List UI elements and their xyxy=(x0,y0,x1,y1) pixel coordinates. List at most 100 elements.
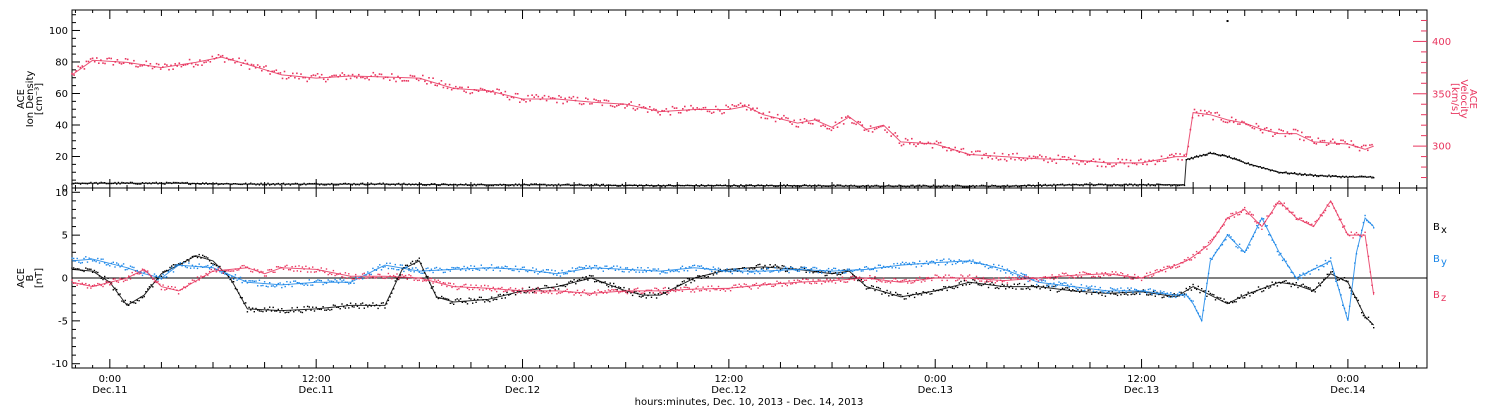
by-point xyxy=(606,265,608,267)
by-point xyxy=(97,257,99,260)
bz-point xyxy=(595,294,598,296)
density-point xyxy=(167,182,169,184)
bz-point xyxy=(539,289,541,292)
by-point xyxy=(833,267,835,269)
bx-point xyxy=(492,299,494,301)
bx-point xyxy=(566,283,568,286)
density-point xyxy=(1292,172,1294,175)
bz-point xyxy=(810,283,813,285)
by-point xyxy=(367,271,369,273)
bx-point xyxy=(506,291,508,294)
by-point xyxy=(1164,293,1167,295)
density-point xyxy=(1338,175,1340,178)
velocity-point xyxy=(263,66,265,68)
by-point xyxy=(294,280,297,282)
by-point xyxy=(219,271,221,273)
bx-point xyxy=(886,289,888,292)
density-point xyxy=(435,184,438,186)
bx-point xyxy=(267,308,269,311)
bx-point xyxy=(1361,312,1363,314)
bx-point xyxy=(1319,285,1322,287)
density-point xyxy=(1369,175,1371,178)
x-tick-date-label: Dec.13 xyxy=(918,385,953,396)
density-point xyxy=(915,185,917,187)
bz-point xyxy=(618,292,620,294)
by-point xyxy=(917,263,919,265)
density-point xyxy=(523,183,525,185)
bz-point xyxy=(477,286,479,289)
bx-point xyxy=(1120,294,1122,296)
bx-point xyxy=(329,309,331,311)
by-point xyxy=(269,282,271,284)
bx-point xyxy=(1178,295,1181,297)
bx-point xyxy=(100,277,102,279)
x-tick-date-label: Dec.13 xyxy=(1124,385,1159,396)
velocity-point xyxy=(240,64,242,66)
bx-point xyxy=(888,295,890,297)
density-point xyxy=(1195,155,1198,157)
velocity-point xyxy=(71,72,73,75)
density-point xyxy=(602,183,604,186)
by-point xyxy=(974,262,976,264)
bz-point xyxy=(764,282,766,284)
bz-point xyxy=(1164,270,1167,273)
by-point xyxy=(1242,250,1244,252)
by-point xyxy=(1147,288,1150,291)
velocity-point xyxy=(1117,158,1119,160)
bx-point xyxy=(932,289,935,291)
by-point xyxy=(243,280,245,282)
velocity-point xyxy=(300,73,302,75)
bz-point xyxy=(867,277,869,279)
bz-point xyxy=(245,266,247,268)
density-point xyxy=(1128,183,1131,185)
bz-point xyxy=(998,277,1000,279)
by-point xyxy=(638,271,641,273)
density-point xyxy=(109,182,111,185)
bz-point xyxy=(1293,214,1296,216)
bx-point xyxy=(78,268,80,270)
bx-point xyxy=(387,299,390,302)
bx-point xyxy=(97,271,99,274)
velocity-point xyxy=(1051,160,1053,162)
by-point xyxy=(1190,299,1193,302)
velocity-point xyxy=(1185,153,1188,155)
bx-point xyxy=(915,292,917,294)
bz-point xyxy=(322,270,324,272)
bx-point xyxy=(377,307,379,310)
bz-point xyxy=(845,281,847,283)
by-point xyxy=(86,261,89,263)
by-point xyxy=(265,285,267,287)
velocity-point xyxy=(345,78,348,81)
velocity-point xyxy=(1371,143,1373,146)
density-point xyxy=(404,183,407,186)
by-point xyxy=(920,265,923,267)
by-point xyxy=(619,266,622,268)
by-point xyxy=(1006,268,1009,270)
velocity-point xyxy=(630,101,632,103)
by-point xyxy=(944,264,947,266)
bx-point xyxy=(477,298,479,301)
bz-point xyxy=(628,289,630,291)
by-point xyxy=(809,271,811,274)
bx-point xyxy=(640,296,642,298)
density-point xyxy=(355,184,357,186)
density-point xyxy=(511,184,513,186)
by-point xyxy=(392,268,395,270)
by-point xyxy=(1245,249,1248,251)
by-point xyxy=(535,268,537,270)
bx-point xyxy=(965,284,967,286)
bx-point xyxy=(429,282,431,284)
bz-point xyxy=(649,289,651,292)
density-point xyxy=(597,184,599,186)
bz-point xyxy=(176,289,178,291)
by-point xyxy=(955,262,957,265)
velocity-point xyxy=(993,152,996,154)
bx-point xyxy=(110,282,113,284)
by-point xyxy=(956,261,959,263)
density-point xyxy=(134,183,137,185)
bx-point xyxy=(1194,287,1196,289)
bx-point xyxy=(112,289,114,291)
density-point xyxy=(487,184,489,187)
density-point xyxy=(678,184,680,186)
bx-point xyxy=(1092,291,1095,293)
